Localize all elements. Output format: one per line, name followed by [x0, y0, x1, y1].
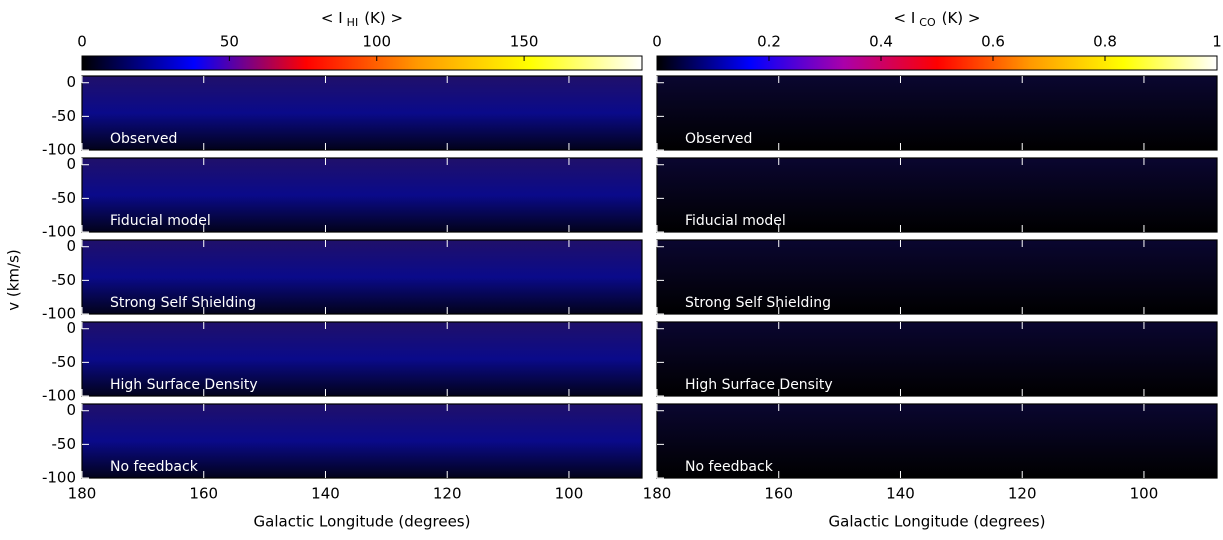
heatmap-panel [656, 75, 1218, 151]
heatmap-panel [81, 239, 643, 315]
panel-label: High Surface Density [110, 377, 258, 393]
panel-label: Observed [685, 131, 752, 147]
heatmap-panel [81, 157, 643, 233]
panel-label: Observed [110, 131, 177, 147]
y-tick-label: -100 [42, 223, 76, 241]
x-tick-label: 180 [643, 485, 672, 503]
title-text: < I [321, 9, 343, 27]
heatmap-panel [81, 75, 643, 151]
colorbar-tick-label: 0 [652, 33, 662, 51]
y-tick-label: -50 [52, 271, 77, 289]
colorbar-tick-label: 50 [220, 33, 239, 51]
x-tick-label: 160 [189, 485, 218, 503]
colorbar-tick-label: 0.4 [869, 33, 893, 51]
y-tick-label: 0 [66, 155, 76, 173]
y-tick-label: -100 [42, 387, 76, 405]
title-text: (K) > [942, 9, 981, 27]
y-tick-label: -50 [52, 435, 77, 453]
y-axis-label: v (km/s) [5, 249, 23, 311]
panel-label: Strong Self Shielding [685, 295, 831, 311]
x-axis-label: Galactic Longitude (degrees) [254, 513, 471, 531]
colorbar-title: < I HI (K) > [321, 9, 403, 30]
y-tick-label: -100 [42, 469, 76, 487]
x-tick-label: 160 [764, 485, 793, 503]
panel-label: Strong Self Shielding [110, 295, 256, 311]
panel-label: Fiducial model [685, 213, 786, 229]
x-tick-label: 140 [886, 485, 915, 503]
x-tick-label: 120 [433, 485, 462, 503]
colorbar-tick-label: 0.8 [1093, 33, 1117, 51]
x-axis-label: Galactic Longitude (degrees) [829, 513, 1046, 531]
y-tick-label: -100 [42, 305, 76, 323]
heatmap-panel [656, 403, 1218, 479]
colorbar-tick-label: 1 [1212, 33, 1222, 51]
title-text: < I [894, 9, 916, 27]
x-tick-label: 180 [68, 485, 97, 503]
heatmap-panel [81, 321, 643, 397]
x-tick-label: 140 [311, 485, 340, 503]
colorbar [81, 55, 643, 71]
colorbar-tick-label: 0.6 [981, 33, 1005, 51]
panel-label: No feedback [685, 459, 774, 475]
colorbar-tick-label: 100 [362, 33, 391, 51]
heatmap-panel [656, 157, 1218, 233]
y-tick-label: -100 [42, 141, 76, 159]
colorbar-tick-label: 0 [77, 33, 87, 51]
panel-label: Fiducial model [110, 213, 211, 229]
colorbar-title: < I CO (K) > [894, 9, 981, 30]
y-tick-label: 0 [66, 237, 76, 255]
x-tick-label: 100 [1130, 485, 1159, 503]
y-tick-label: -50 [52, 353, 77, 371]
y-tick-label: 0 [66, 319, 76, 337]
title-subscript: HI [347, 16, 359, 29]
title-text: (K) > [364, 9, 403, 27]
x-tick-label: 120 [1008, 485, 1037, 503]
heatmap-panel [81, 403, 643, 479]
y-tick-label: -50 [52, 107, 77, 125]
heatmap-panel [656, 321, 1218, 397]
y-tick-label: 0 [66, 401, 76, 419]
colorbar-tick-label: 0.2 [757, 33, 781, 51]
y-tick-label: 0 [66, 73, 76, 91]
colorbar [656, 55, 1218, 71]
colorbar-tick-label: 150 [510, 33, 539, 51]
y-tick-label: -50 [52, 189, 77, 207]
panel-label: No feedback [110, 459, 199, 475]
x-tick-label: 100 [555, 485, 584, 503]
panel-label: High Surface Density [685, 377, 833, 393]
heatmap-panel [656, 239, 1218, 315]
title-subscript: CO [919, 16, 936, 29]
